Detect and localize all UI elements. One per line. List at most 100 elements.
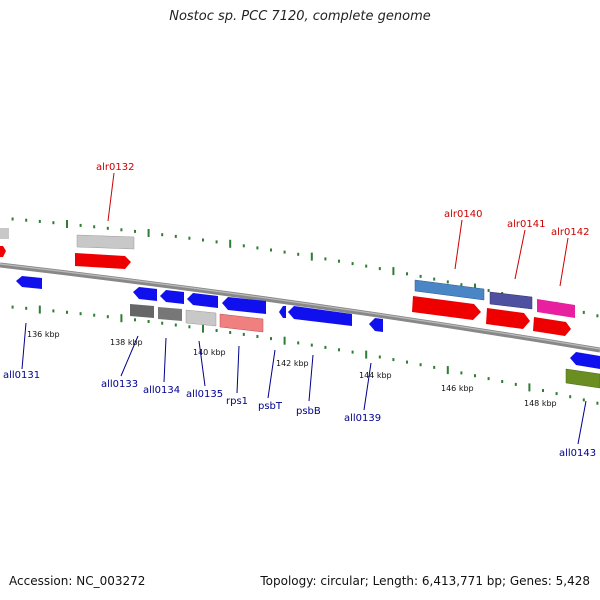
minor-tick [38,219,41,223]
gene-label-all0134[interactable]: all0134 [143,385,180,396]
minor-tick [79,312,82,316]
minor-tick [433,365,436,369]
scale-label: 138 kbp [110,338,143,347]
gene-arrow-psbB[interactable] [288,306,352,326]
gene-label-rps1[interactable]: rps1 [226,396,248,407]
major-tick [66,220,68,228]
major-tick [365,350,368,359]
gene-label-all0135[interactable]: all0135 [186,389,223,400]
gene-label-alr0141[interactable]: alr0141 [507,219,545,230]
minor-tick [93,225,96,229]
gene-label-alr0132[interactable]: alr0132 [96,162,134,173]
gene-arrow[interactable] [187,293,218,308]
gene-arrow-all0133[interactable] [130,304,154,318]
gene-label-psbT[interactable]: psbT [258,401,283,412]
minor-tick [270,337,272,341]
minor-tick [310,343,313,347]
minor-tick [270,248,272,252]
gene-label-all0131[interactable]: all0131 [3,370,40,381]
minor-tick [433,277,436,281]
reverse-gene-labels: all0131 all0133 all0134 all0135 rps1 psb… [3,370,596,459]
reverse-label-connectors [21,322,587,445]
scale-label: 140 kbp [193,348,226,357]
gene-label-all0139[interactable]: all0139 [344,413,381,424]
minor-tick [582,398,585,402]
major-tick [446,366,449,375]
minor-tick [134,318,136,322]
minor-tick [324,257,327,261]
gene-arrow[interactable] [133,287,157,301]
gene-arrow-alr0141-box[interactable] [489,291,533,310]
gene-arrow-all0131[interactable] [16,276,42,289]
minor-tick [582,310,585,314]
gene-arrow[interactable] [76,234,135,250]
minor-tick [161,321,164,325]
scale-label: 144 kbp [359,371,392,380]
major-tick [38,305,41,314]
gene-arrow-all0134[interactable] [158,307,182,321]
scale-label: 142 kbp [276,359,309,368]
major-tick [229,239,232,248]
major-tick [283,336,286,345]
gene-label-alr0140[interactable]: alr0140 [444,209,482,220]
minor-tick [202,238,204,242]
minor-tick [338,259,340,263]
minor-tick [188,325,191,329]
gene-arrow[interactable] [570,352,600,369]
gene-arrow[interactable] [222,297,266,314]
minor-tick [406,272,408,276]
gene-arrow-alr0140-box[interactable] [414,279,485,301]
forward-label-connectors [107,172,569,287]
minor-tick [52,221,55,225]
gene-arrow-alr0141[interactable] [486,308,530,329]
minor-tick [134,229,136,233]
minor-tick [596,314,599,318]
major-tick [528,383,531,392]
scale-ticks-inner [11,305,599,405]
gene-label-alr0142[interactable]: alr0142 [551,227,589,238]
minor-tick [242,332,245,336]
minor-tick [378,355,381,359]
gene-label-all0143[interactable]: all0143 [559,448,596,459]
minor-tick [79,223,82,227]
genome-backbone [0,262,600,353]
major-tick [310,252,313,261]
gene-arrow[interactable] [533,317,571,336]
gene-arrow-alr0132[interactable] [75,253,131,269]
minor-tick [52,309,55,313]
minor-tick [229,331,232,334]
gene-arrow-rps1[interactable] [219,313,264,333]
minor-tick [215,329,218,332]
minor-tick [569,395,572,399]
major-tick [147,229,150,237]
gene-arrow-all0135[interactable] [185,309,217,327]
minor-tick [256,335,259,338]
minor-tick [297,252,300,256]
minor-tick [338,348,340,352]
gene-arrow[interactable] [0,246,6,257]
gene-arrow-alr0140[interactable] [412,296,481,320]
minor-tick [351,262,354,266]
minor-tick [365,264,368,268]
gene-arrow-all0139[interactable] [369,318,383,332]
genome-summary-text: Topology: circular; Length: 6,413,771 bp… [260,574,590,588]
gene-arrow[interactable] [0,228,9,239]
minor-tick [174,323,177,327]
forward-gene-labels: alr0132 alr0140 alr0141 alr0142 [96,162,589,238]
minor-tick [487,377,490,381]
gene-arrow[interactable] [160,290,184,304]
gene-arrow-psbT[interactable] [279,306,286,318]
minor-tick [419,363,422,367]
minor-tick [256,246,259,250]
minor-tick [378,267,381,271]
gene-label-all0133[interactable]: all0133 [101,379,138,390]
reverse-strand-genes [16,276,600,389]
gene-label-psbB[interactable]: psbB [296,406,321,417]
gene-arrow-all0143[interactable] [565,368,600,389]
minor-tick [419,274,422,278]
minor-tick [25,306,28,310]
minor-tick [460,283,463,287]
gene-arrow-alr0142[interactable] [537,299,575,318]
major-tick [392,267,395,276]
map-title: Nostoc sp. PCC 7120, complete genome [169,9,431,24]
